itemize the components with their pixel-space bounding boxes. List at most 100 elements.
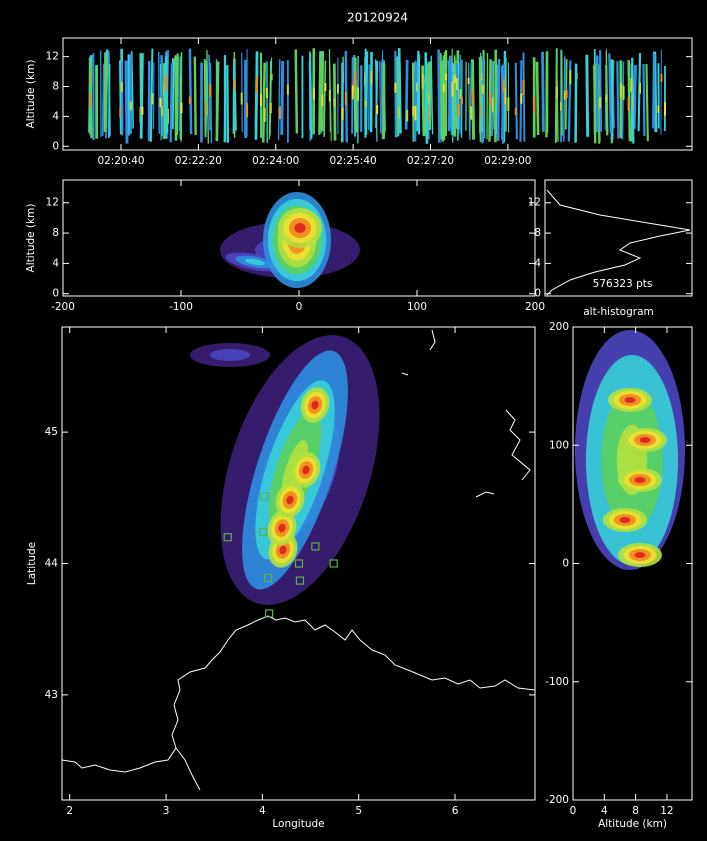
chart: 02:20:4002:22:2002:24:0002:25:4002:27:20… bbox=[0, 0, 707, 837]
density bbox=[266, 88, 268, 98]
density bbox=[195, 57, 196, 135]
density bbox=[282, 61, 283, 135]
density bbox=[507, 97, 509, 111]
density bbox=[209, 84, 211, 97]
density bbox=[443, 84, 445, 92]
density bbox=[454, 75, 456, 83]
x-axis-label: alt-histogram bbox=[583, 306, 654, 318]
x-tick-label: 3 bbox=[163, 805, 170, 817]
density bbox=[371, 71, 373, 85]
x-tick-label: 02:29:00 bbox=[484, 155, 531, 167]
y-tick-label: 8 bbox=[52, 81, 59, 93]
density bbox=[369, 64, 370, 130]
density bbox=[121, 82, 123, 92]
density bbox=[413, 63, 414, 142]
density bbox=[109, 64, 110, 138]
y-axis-label: Altitude (km) bbox=[25, 204, 37, 273]
density bbox=[431, 56, 432, 134]
density bbox=[376, 61, 377, 128]
density bbox=[241, 93, 243, 105]
density bbox=[451, 82, 453, 97]
x-tick-label: 02:27:20 bbox=[407, 155, 454, 167]
panel-image bbox=[89, 48, 666, 144]
density bbox=[233, 79, 235, 90]
density bbox=[141, 53, 142, 138]
density bbox=[329, 90, 331, 101]
y-tick-label: 0 bbox=[52, 288, 59, 300]
density bbox=[623, 61, 624, 139]
density bbox=[165, 75, 167, 90]
density bbox=[575, 64, 576, 143]
density bbox=[141, 106, 143, 114]
density bbox=[337, 84, 339, 93]
density bbox=[151, 93, 153, 104]
x-tick-label: 200 bbox=[525, 301, 545, 313]
density bbox=[537, 62, 538, 135]
annotation: 576323 pts bbox=[593, 278, 653, 290]
y-tick-label: 0 bbox=[534, 288, 541, 300]
x-tick-label: -200 bbox=[51, 301, 75, 313]
density bbox=[469, 63, 470, 136]
density bbox=[640, 437, 651, 443]
density bbox=[365, 101, 367, 107]
density bbox=[217, 62, 218, 142]
y-tick-label: 12 bbox=[46, 197, 59, 209]
density bbox=[414, 106, 416, 120]
density bbox=[480, 56, 481, 133]
density bbox=[471, 89, 473, 105]
density bbox=[498, 59, 499, 141]
density bbox=[260, 94, 262, 106]
density bbox=[322, 95, 324, 107]
density bbox=[122, 62, 123, 134]
density bbox=[503, 79, 505, 92]
x-tick-label: 0 bbox=[296, 301, 303, 313]
density bbox=[470, 62, 471, 140]
density bbox=[458, 104, 460, 117]
density bbox=[516, 63, 517, 139]
density bbox=[210, 63, 211, 143]
density bbox=[345, 92, 347, 105]
density bbox=[246, 103, 248, 117]
density bbox=[355, 58, 356, 133]
density bbox=[126, 61, 127, 144]
density bbox=[600, 50, 601, 131]
y-axis-label: Altitude (km) bbox=[25, 60, 37, 129]
density bbox=[515, 108, 517, 116]
x-axis-label: Longitude bbox=[272, 818, 324, 830]
density bbox=[357, 87, 359, 101]
density bbox=[166, 56, 167, 134]
density bbox=[180, 103, 182, 113]
density bbox=[352, 85, 354, 99]
density bbox=[207, 50, 208, 144]
density bbox=[256, 51, 257, 139]
chart-title: 20120924 bbox=[347, 11, 408, 25]
y-tick-label: 4 bbox=[534, 257, 541, 269]
x-tick-label: 12 bbox=[660, 805, 673, 817]
density bbox=[210, 349, 250, 361]
density bbox=[441, 53, 442, 128]
density bbox=[342, 108, 344, 120]
x-tick-label: -100 bbox=[169, 301, 193, 313]
density bbox=[631, 64, 632, 140]
y-tick-label: 100 bbox=[549, 439, 569, 451]
density bbox=[443, 55, 444, 141]
density bbox=[569, 70, 571, 84]
density bbox=[523, 52, 524, 141]
density bbox=[487, 53, 488, 139]
density bbox=[490, 92, 492, 105]
density bbox=[587, 55, 588, 137]
density bbox=[661, 49, 662, 134]
y-tick-label: -200 bbox=[545, 794, 569, 806]
density bbox=[406, 110, 408, 121]
density bbox=[422, 74, 424, 89]
x-tick-label: 02:20:40 bbox=[97, 155, 144, 167]
density bbox=[620, 517, 631, 523]
density bbox=[162, 55, 163, 136]
x-tick-label: 02:22:20 bbox=[175, 155, 222, 167]
density bbox=[502, 65, 503, 140]
density bbox=[625, 397, 636, 403]
density bbox=[657, 105, 659, 112]
density bbox=[189, 96, 191, 104]
density-images bbox=[89, 48, 685, 625]
x-tick-label: 2 bbox=[66, 805, 73, 817]
